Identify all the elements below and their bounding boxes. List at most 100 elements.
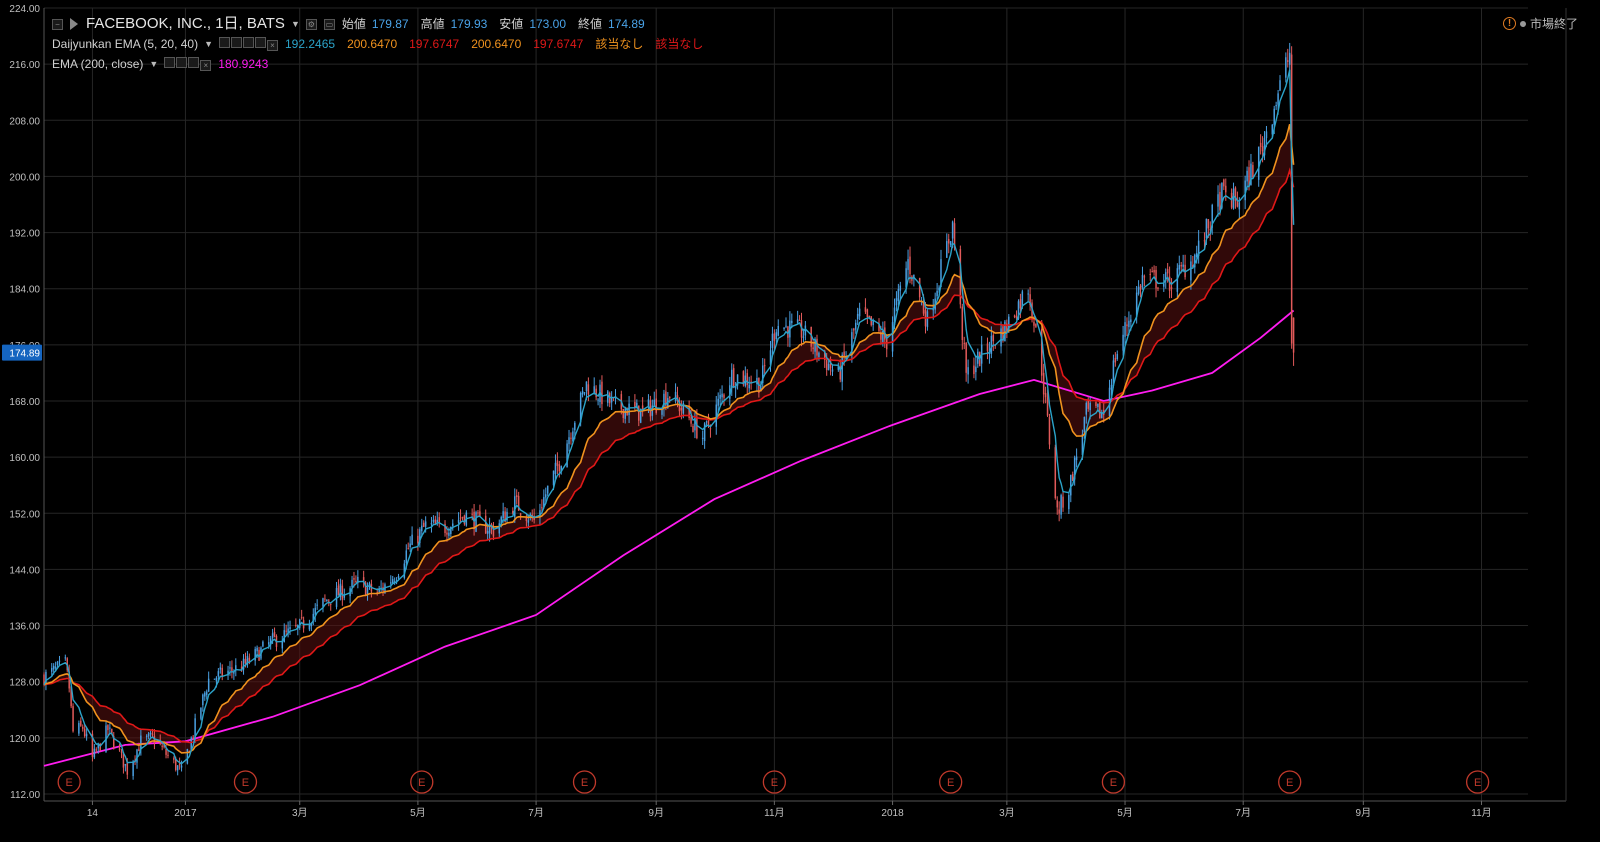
settings-icon[interactable] — [231, 37, 242, 48]
earnings-marker[interactable]: E — [572, 770, 597, 794]
candle-body — [918, 278, 921, 298]
candle — [734, 382, 737, 398]
candle — [977, 348, 979, 368]
earnings-marker[interactable]: E — [1278, 770, 1302, 794]
candle-body — [173, 758, 175, 760]
candle — [949, 240, 952, 248]
candle-body — [639, 408, 642, 423]
candle — [438, 512, 440, 528]
candle — [176, 764, 179, 776]
candle-body — [479, 511, 481, 517]
earnings-marker[interactable]: E — [410, 770, 434, 794]
settings-icon[interactable]: ⚙ — [305, 18, 317, 30]
earnings-marker[interactable]: E — [57, 770, 81, 794]
symbol-title[interactable]: FACEBOOK, INC., 1日, BATS — [86, 15, 285, 32]
chevron-down-icon[interactable]: ▼ — [204, 39, 213, 49]
candle-body — [244, 659, 247, 664]
hide-icon[interactable] — [164, 57, 176, 68]
candle-body — [488, 525, 491, 534]
candle-body — [773, 333, 776, 341]
earnings-marker[interactable]: E — [233, 770, 258, 794]
candle-body — [723, 394, 725, 398]
candle — [58, 655, 61, 666]
candle-body — [1126, 324, 1128, 327]
close-icon[interactable]: × — [200, 60, 212, 71]
candle-body — [1221, 182, 1223, 208]
earnings-marker[interactable]: E — [762, 770, 787, 794]
candle — [593, 377, 595, 395]
collapse-icon[interactable]: − — [52, 18, 63, 30]
candle — [568, 429, 570, 452]
candle-body — [391, 579, 394, 584]
candle-body — [1000, 328, 1002, 347]
candle-body — [882, 330, 884, 343]
warning-icon[interactable]: ! — [1502, 17, 1516, 30]
earnings-marker[interactable]: E — [939, 770, 963, 794]
source-icon[interactable] — [243, 37, 254, 48]
candle-body — [411, 534, 413, 545]
candle — [362, 570, 365, 588]
candle-body — [269, 638, 272, 645]
candle-body — [579, 392, 582, 423]
candle — [628, 396, 630, 424]
candle — [851, 328, 853, 363]
more-icon[interactable] — [255, 37, 266, 48]
candle-body — [405, 550, 408, 564]
earnings-marker[interactable]: E — [1101, 770, 1126, 794]
more-icon[interactable] — [188, 57, 200, 68]
chevron-down-icon[interactable]: ▼ — [290, 19, 300, 29]
close-icon[interactable]: × — [267, 40, 278, 51]
candle-body — [732, 368, 735, 387]
hide-icon[interactable]: ▭ — [323, 18, 335, 30]
candle — [498, 519, 501, 539]
candle-body — [895, 298, 898, 306]
candle-body — [70, 686, 72, 707]
candle-body — [601, 381, 603, 405]
candle-body — [498, 523, 501, 534]
candle — [337, 579, 340, 596]
candle — [913, 274, 915, 287]
candle — [601, 375, 603, 411]
chevron-down-icon[interactable]: ▼ — [149, 59, 159, 69]
candle-body — [194, 718, 196, 738]
earnings-marker-label: E — [771, 777, 778, 789]
candle — [870, 316, 872, 327]
settings-icon[interactable] — [176, 57, 188, 68]
candle — [1000, 321, 1002, 354]
earnings-marker[interactable]: E — [1465, 770, 1490, 794]
earnings-marker-circle — [1278, 770, 1302, 794]
candle — [295, 618, 297, 628]
candle-body — [1250, 163, 1252, 185]
candle-body — [1223, 179, 1225, 187]
candle — [227, 665, 229, 681]
candle — [1128, 311, 1130, 336]
candle-body — [83, 728, 86, 737]
candle-body — [663, 393, 665, 409]
candle — [1027, 289, 1029, 303]
candle — [180, 760, 183, 772]
candle — [841, 352, 843, 391]
candle-body — [1128, 320, 1130, 328]
indicator2-name[interactable]: EMA (200, close) — [52, 57, 144, 71]
candle-body — [678, 400, 681, 412]
hide-icon[interactable] — [219, 37, 230, 48]
candle-body — [233, 671, 235, 674]
candle-body — [1031, 302, 1033, 320]
indicator1-name[interactable]: Daijyunkan EMA (5, 20, 40) — [52, 37, 199, 51]
price-axis: 224.00216.00208.00200.00192.00184.00176.… — [9, 4, 40, 801]
ema200-value: 180.9243 — [218, 57, 269, 71]
candle-body — [85, 733, 88, 737]
candle-body — [1273, 108, 1275, 126]
candle-body — [566, 443, 568, 468]
market-status[interactable]: ! 市場終了 — [1502, 15, 1578, 32]
candle-body — [514, 496, 516, 517]
candle-body — [512, 511, 514, 514]
candle — [1151, 266, 1153, 273]
candle-body — [407, 548, 409, 550]
candle — [463, 514, 466, 526]
candle — [351, 575, 353, 595]
candle — [124, 763, 127, 772]
